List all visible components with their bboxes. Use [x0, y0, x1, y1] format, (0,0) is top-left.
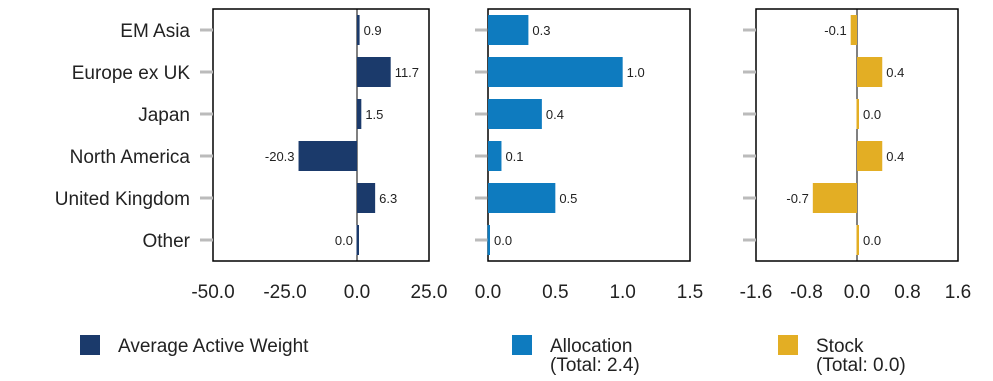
data-label: 0.9: [364, 23, 382, 38]
x-tick-label: 0.8: [894, 282, 920, 300]
data-bar: [488, 183, 556, 213]
data-label: 0.0: [335, 233, 353, 248]
data-bar: [357, 15, 360, 45]
category-label: Japan: [138, 105, 190, 126]
data-label: 0.3: [532, 23, 550, 38]
data-label: 0.4: [546, 107, 564, 122]
data-label: 0.5: [559, 191, 577, 206]
data-bar: [357, 57, 391, 87]
data-bar: [856, 99, 859, 129]
category-label: EM Asia: [120, 21, 190, 42]
legend-active-label: Average Active Weight: [118, 336, 309, 357]
data-bar: [356, 225, 359, 255]
category-label: United Kingdom: [55, 189, 190, 210]
data-bar: [488, 15, 529, 45]
data-label: 1.5: [365, 107, 383, 122]
x-tick-label: 1.6: [945, 282, 971, 300]
panel-frame: [212, 8, 430, 262]
category-label: North America: [70, 147, 191, 168]
x-tick-label: 0.5: [542, 282, 568, 300]
x-tick-label: -1.6: [740, 282, 773, 300]
category-label: Europe ex UK: [72, 63, 191, 84]
legend-allocation: Allocation (Total: 2.4): [512, 333, 640, 375]
x-tick-label: 1.5: [677, 282, 703, 300]
x-tick-label: -25.0: [263, 282, 306, 300]
data-bar: [856, 225, 859, 255]
x-tick-label: 25.0: [411, 282, 448, 300]
data-bar: [857, 141, 883, 171]
legend-allocation-swatch: [512, 335, 532, 355]
legend-active: Average Active Weight: [80, 333, 308, 356]
data-bar: [298, 141, 357, 171]
panel-frame: [487, 8, 691, 262]
data-bar: [850, 15, 857, 45]
data-bar: [488, 99, 542, 129]
data-bar: [487, 225, 490, 255]
x-tick-label: 0.0: [475, 282, 501, 300]
data-label: 1.0: [627, 65, 645, 80]
x-tick-label: -0.8: [790, 282, 823, 300]
legend-allocation-total: (Total: 2.4): [550, 355, 640, 376]
data-label: 11.7: [395, 65, 419, 80]
data-label: -0.1: [824, 23, 846, 38]
data-bar: [812, 183, 857, 213]
data-label: 6.3: [379, 191, 397, 206]
legend-stock-total: (Total: 0.0): [816, 355, 906, 376]
legend-stock-swatch: [778, 335, 798, 355]
data-label: 0.4: [886, 65, 904, 80]
data-label: 0.4: [886, 149, 904, 164]
x-tick-label: 1.0: [609, 282, 635, 300]
x-tick-label: 0.0: [344, 282, 370, 300]
data-bar: [357, 99, 362, 129]
legend-allocation-label: Allocation: [550, 336, 633, 357]
legend-active-swatch: [80, 335, 100, 355]
data-bar: [488, 141, 502, 171]
x-tick-label: 0.0: [844, 282, 870, 300]
data-bar: [357, 183, 376, 213]
data-bar: [857, 57, 883, 87]
category-label: Other: [142, 231, 190, 252]
data-bar: [488, 57, 623, 87]
legend-stock-label: Stock: [816, 336, 864, 357]
data-label: -0.7: [786, 191, 808, 206]
data-label: 0.1: [505, 149, 523, 164]
data-label: 0.0: [863, 107, 881, 122]
chart-svg: EM Asia Europe ex UK Japan North America Uni…: [55, 8, 971, 300]
legend-stock: Stock (Total: 0.0): [778, 333, 906, 375]
data-label: 0.0: [863, 233, 881, 248]
data-label: -20.3: [265, 149, 295, 164]
data-label: 0.0: [494, 233, 512, 248]
x-tick-label: -50.0: [191, 282, 234, 300]
